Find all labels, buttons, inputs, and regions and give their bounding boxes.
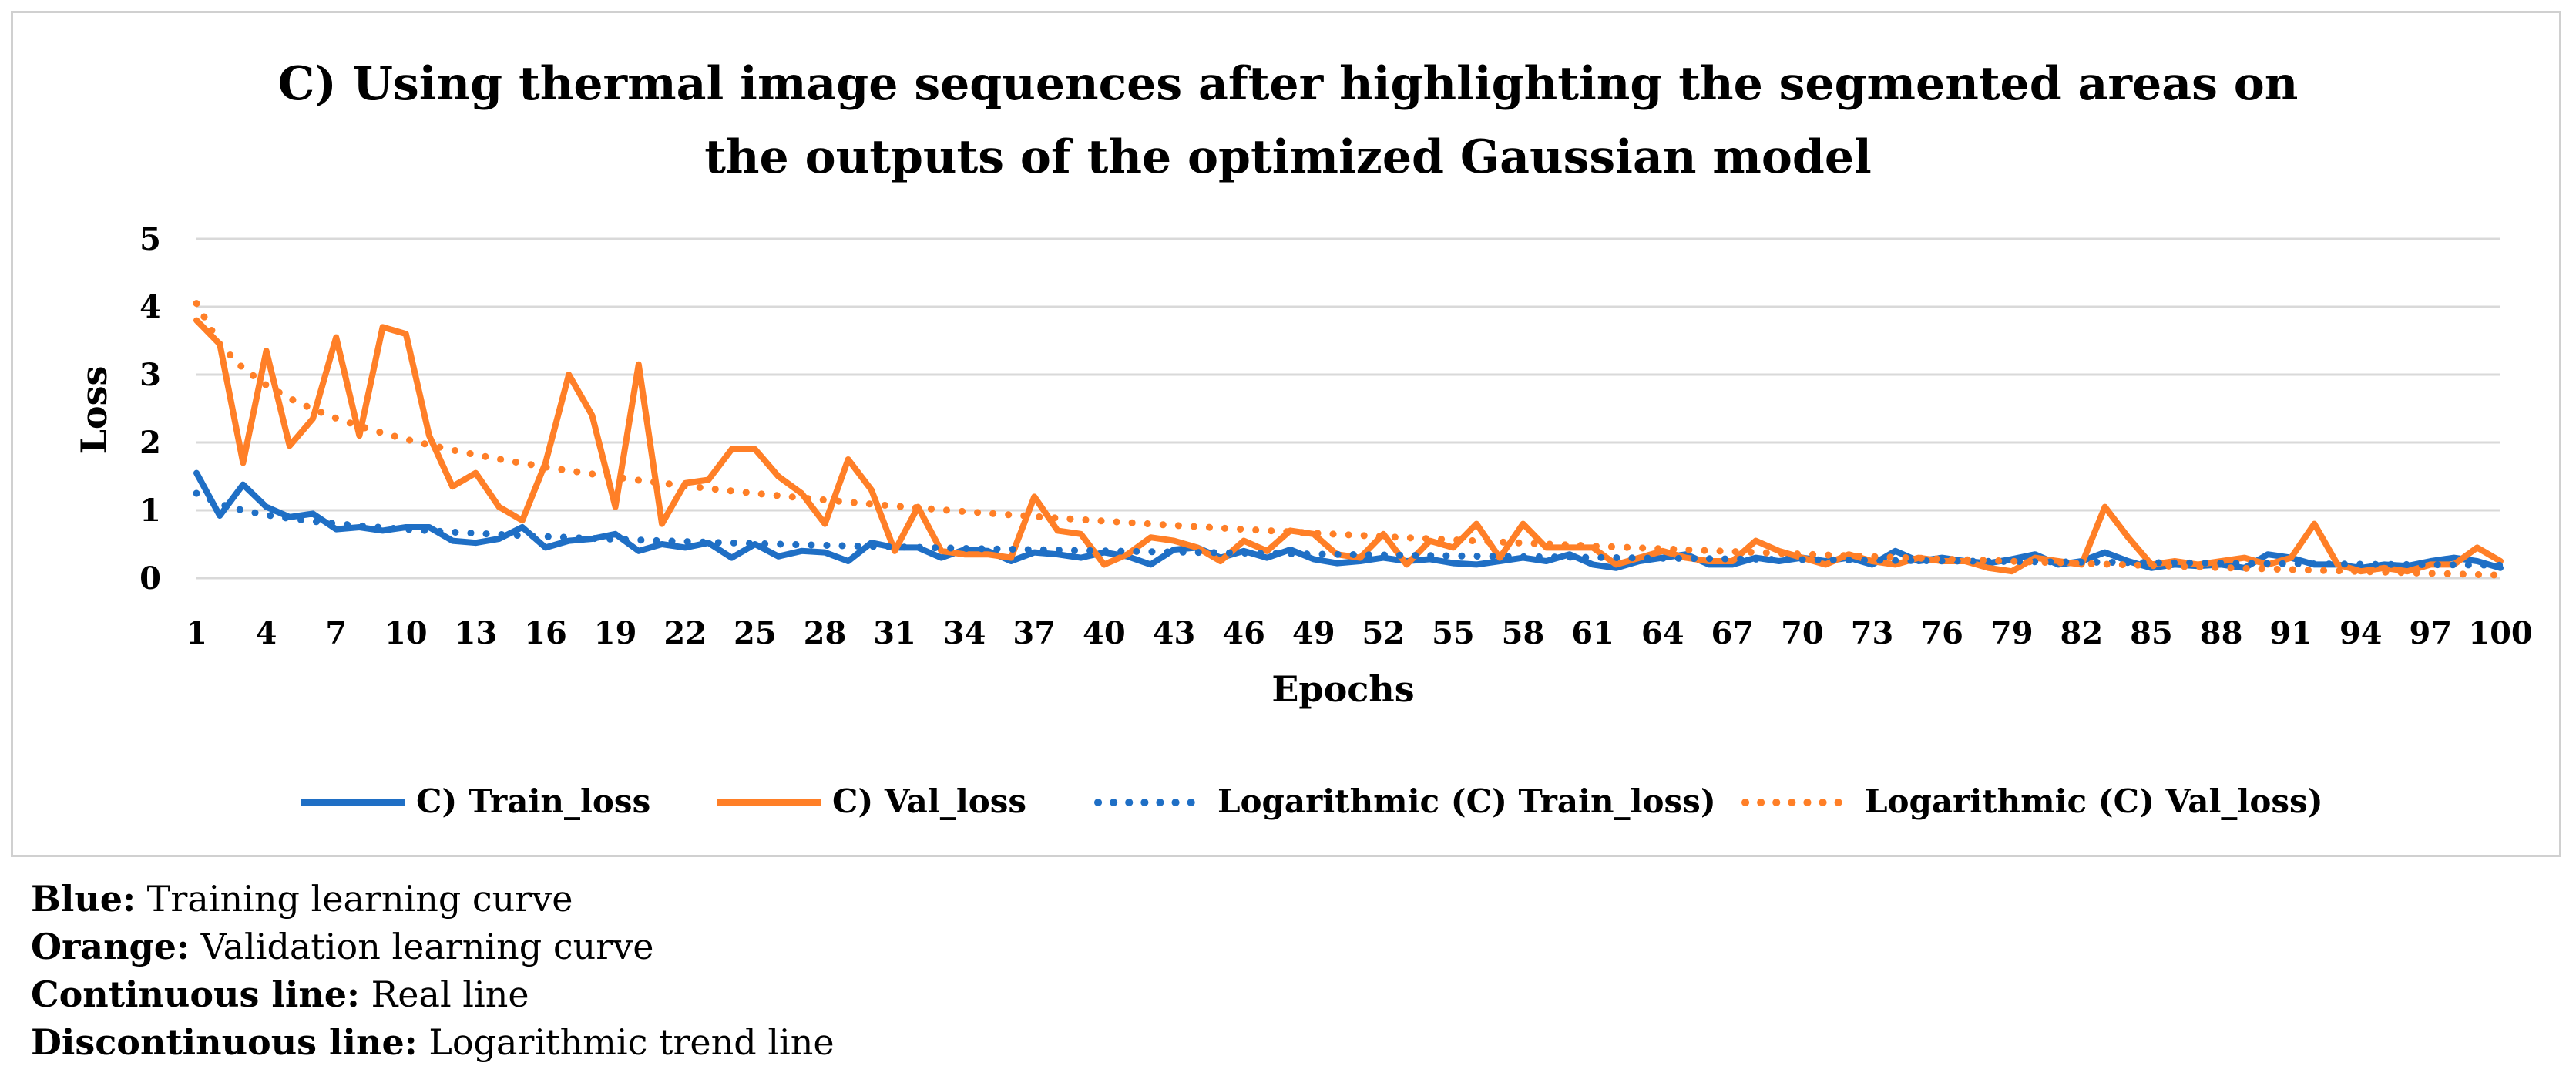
y-tick-label-0: 0 — [139, 560, 161, 597]
x-tick-label-52: 52 — [1362, 615, 1405, 651]
y-tick-label-5: 5 — [139, 221, 161, 257]
x-tick-label-46: 46 — [1222, 615, 1265, 651]
x-tick-label-58: 58 — [1502, 615, 1545, 651]
x-tick-label-55: 55 — [1432, 615, 1475, 651]
y-tick-label-4: 4 — [139, 289, 161, 325]
y-axis-ticks: 0 1 2 3 4 5 — [139, 221, 161, 597]
x-axis-ticks: 1 4 7 10 13 16 19 22 25 28 31 34 37 40 43 46 49 52 55 58 61 6… — [186, 615, 2533, 651]
caption-text: Real line — [371, 974, 529, 1015]
caption-line-discontinuous: Discontinuous line: Logarithmic trend li… — [31, 1018, 835, 1066]
caption-line-blue: Blue: Training learning curve — [31, 875, 573, 923]
x-tick-label-7: 7 — [325, 615, 347, 651]
x-tick-label-34: 34 — [943, 615, 986, 651]
x-tick-label-19: 19 — [594, 615, 637, 651]
x-tick-label-25: 25 — [734, 615, 777, 651]
legend-item-log-val-loss[interactable]: Logarithmic (C) Val_loss) — [1741, 782, 2323, 820]
x-tick-label-16: 16 — [524, 615, 567, 651]
chart-title-line-2: the outputs of the optimized Gaussian mo… — [704, 130, 1872, 184]
x-axis-label: Epochs — [1271, 668, 1414, 710]
x-tick-label-28: 28 — [804, 615, 847, 651]
chart-title-line-1: C) Using thermal image sequences after h… — [277, 57, 2299, 111]
x-tick-label-85: 85 — [2130, 615, 2173, 651]
x-tick-label-4: 4 — [256, 615, 277, 651]
x-tick-label-97: 97 — [2410, 615, 2453, 651]
legend-label-train-loss: C) Train_loss — [416, 782, 650, 820]
series-line-3 — [193, 300, 2504, 579]
x-tick-label-82: 82 — [2060, 615, 2104, 651]
gridlines — [196, 237, 2500, 580]
x-tick-label-43: 43 — [1153, 615, 1196, 651]
x-tick-label-40: 40 — [1083, 615, 1126, 651]
y-tick-label-3: 3 — [139, 357, 161, 393]
series — [193, 300, 2504, 579]
chart-frame — [11, 11, 2561, 857]
caption-text: Validation learning curve — [200, 926, 654, 967]
caption-label: Orange: — [31, 926, 190, 967]
legend-item-val-loss[interactable]: C) Val_loss — [717, 782, 1026, 820]
x-tick-label-76: 76 — [1920, 615, 1963, 651]
series-line-2 — [193, 489, 2504, 569]
x-tick-label-13: 13 — [455, 615, 498, 651]
caption-text: Training learning curve — [146, 878, 573, 920]
x-tick-label-22: 22 — [663, 615, 707, 651]
y-axis-label: Loss — [73, 366, 115, 455]
x-tick-label-1: 1 — [186, 615, 207, 651]
caption-label: Continuous line: — [31, 974, 361, 1015]
x-tick-label-37: 37 — [1013, 615, 1056, 651]
caption-label: Discontinuous line: — [31, 1021, 418, 1063]
legend-label-log-val-loss: Logarithmic (C) Val_loss) — [1865, 782, 2323, 820]
x-tick-label-70: 70 — [1781, 615, 1824, 651]
caption-label: Blue: — [31, 878, 136, 920]
legend-item-train-loss[interactable]: C) Train_loss — [301, 782, 650, 820]
legend-item-log-train-loss[interactable]: Logarithmic (C) Train_loss) — [1094, 782, 1716, 820]
x-tick-label-10: 10 — [385, 615, 428, 651]
caption-text: Logarithmic trend line — [428, 1021, 835, 1063]
legend: C) Train_loss C) Val_loss Logarithmic (C… — [301, 782, 2323, 820]
series-line-1 — [193, 317, 2504, 575]
y-tick-label-2: 2 — [139, 425, 161, 461]
x-tick-label-61: 61 — [1571, 615, 1614, 651]
x-tick-label-100: 100 — [2468, 615, 2533, 651]
x-tick-label-31: 31 — [873, 615, 916, 651]
x-tick-label-67: 67 — [1711, 615, 1754, 651]
y-tick-label-1: 1 — [139, 493, 161, 529]
x-tick-label-73: 73 — [1851, 615, 1894, 651]
x-tick-label-49: 49 — [1292, 615, 1335, 651]
x-tick-label-79: 79 — [1990, 615, 2034, 651]
x-tick-label-94: 94 — [2339, 615, 2383, 651]
x-tick-label-64: 64 — [1641, 615, 1684, 651]
x-tick-label-91: 91 — [2269, 615, 2312, 651]
caption-line-continuous: Continuous line: Real line — [31, 970, 529, 1018]
x-tick-label-88: 88 — [2200, 615, 2243, 651]
caption-line-orange: Orange: Validation learning curve — [31, 923, 653, 970]
legend-label-val-loss: C) Val_loss — [832, 782, 1026, 820]
legend-label-log-train-loss: Logarithmic (C) Train_loss) — [1217, 782, 1716, 820]
